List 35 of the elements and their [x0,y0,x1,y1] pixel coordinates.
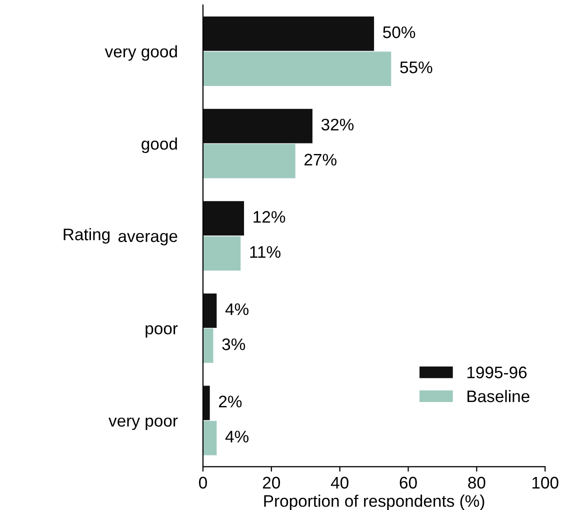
bar [202,293,217,328]
y-tick-label: good [142,138,177,154]
bar [202,52,392,86]
y-tick-label: very good [104,45,177,61]
y-axis-title: Rating [64,228,110,244]
bar [202,144,296,178]
legend-label: 1995-96 [467,366,527,378]
x-tick-label: 40 [330,476,348,489]
bar [202,328,214,363]
data-label: 32% [321,118,354,130]
bar [202,201,244,236]
x-tick-label: 60 [400,476,417,489]
x-tick-label: 80 [468,476,486,489]
bar [202,386,210,420]
y-tick-label: average [118,232,178,246]
data-label: 55% [400,62,432,74]
y-tick-label: poor [146,325,178,338]
legend-label: Baseline [468,390,530,402]
data-label: 4% [225,430,248,442]
x-axis-title: Proportion of respondents (%) [264,494,484,510]
x-tick-label: 0 [198,476,207,489]
data-label: 2% [218,396,242,408]
y-tick-label: very poor [108,418,178,430]
data-label: 27% [304,154,336,166]
data-label: 12% [254,211,286,223]
data-label: 4% [225,303,248,316]
bar [202,108,312,144]
x-tick-label: 100 [532,476,558,489]
x-tick-label: 20 [262,476,280,489]
data-label: 50% [383,26,416,38]
bar [202,420,217,456]
bar [202,236,241,271]
data-label: 3% [222,338,246,350]
bar [202,16,374,51]
data-label: 11% [250,246,280,258]
